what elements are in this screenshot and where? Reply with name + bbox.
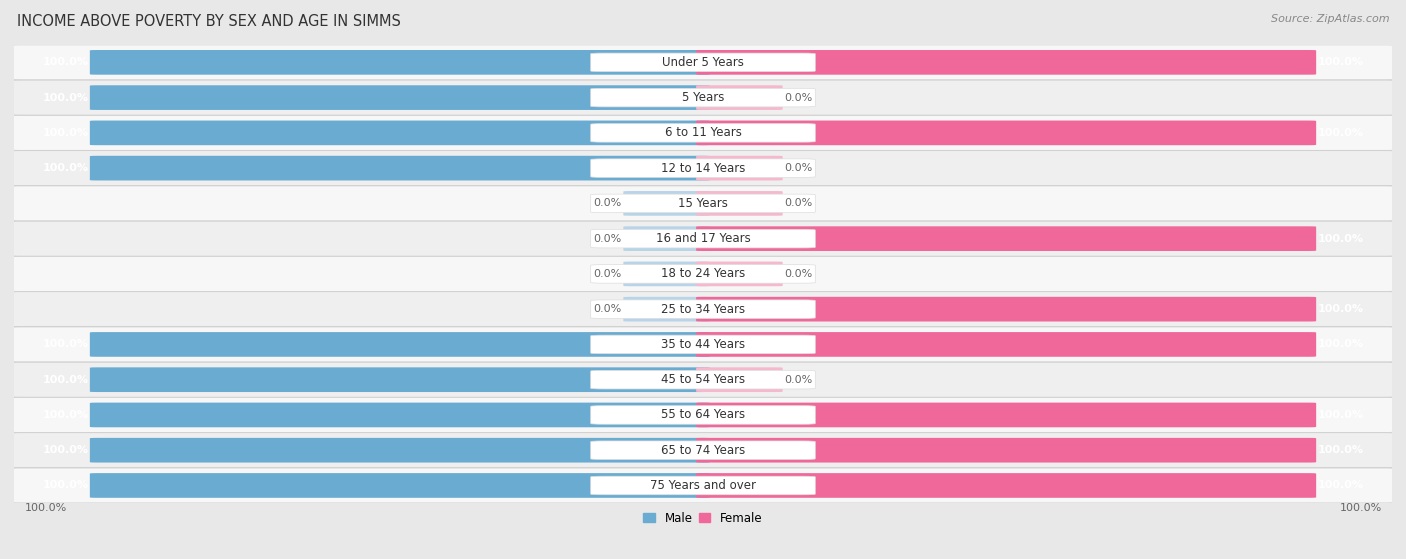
FancyBboxPatch shape [696,262,783,286]
Text: 75 Years and over: 75 Years and over [650,479,756,492]
FancyBboxPatch shape [11,257,1395,291]
FancyBboxPatch shape [90,156,710,181]
FancyBboxPatch shape [90,121,710,145]
Text: 100.0%: 100.0% [1340,503,1382,513]
FancyBboxPatch shape [591,264,815,283]
Text: 5 Years: 5 Years [682,91,724,104]
FancyBboxPatch shape [90,50,710,75]
Text: 100.0%: 100.0% [1317,445,1364,455]
Text: 65 to 74 Years: 65 to 74 Years [661,444,745,457]
FancyBboxPatch shape [11,186,1395,221]
Text: 100.0%: 100.0% [1317,58,1364,67]
FancyBboxPatch shape [11,433,1395,468]
FancyBboxPatch shape [591,476,815,495]
Text: INCOME ABOVE POVERTY BY SEX AND AGE IN SIMMS: INCOME ABOVE POVERTY BY SEX AND AGE IN S… [17,14,401,29]
FancyBboxPatch shape [623,297,710,321]
FancyBboxPatch shape [623,191,710,216]
Text: 16 and 17 Years: 16 and 17 Years [655,232,751,245]
Text: 0.0%: 0.0% [593,304,621,314]
FancyBboxPatch shape [696,402,1316,427]
Text: 100.0%: 100.0% [1317,481,1364,490]
Text: 100.0%: 100.0% [1317,234,1364,244]
FancyBboxPatch shape [90,438,710,462]
FancyBboxPatch shape [696,473,1316,498]
Text: 100.0%: 100.0% [1317,304,1364,314]
FancyBboxPatch shape [591,406,815,424]
FancyBboxPatch shape [591,159,815,177]
Text: 0.0%: 0.0% [593,234,621,244]
FancyBboxPatch shape [591,300,815,319]
Text: 100.0%: 100.0% [42,445,89,455]
Text: 100.0%: 100.0% [42,128,89,138]
FancyBboxPatch shape [90,402,710,427]
Text: 12 to 14 Years: 12 to 14 Years [661,162,745,174]
FancyBboxPatch shape [11,327,1395,362]
FancyBboxPatch shape [11,397,1395,433]
FancyBboxPatch shape [90,473,710,498]
FancyBboxPatch shape [11,221,1395,256]
Text: 0.0%: 0.0% [785,93,813,103]
Text: 25 to 34 Years: 25 to 34 Years [661,302,745,316]
FancyBboxPatch shape [11,45,1395,80]
Text: Under 5 Years: Under 5 Years [662,56,744,69]
Text: Source: ZipAtlas.com: Source: ZipAtlas.com [1271,14,1389,24]
Text: 100.0%: 100.0% [42,481,89,490]
Text: 35 to 44 Years: 35 to 44 Years [661,338,745,351]
Text: 0.0%: 0.0% [785,163,813,173]
FancyBboxPatch shape [696,86,783,110]
FancyBboxPatch shape [696,297,1316,321]
Text: 0.0%: 0.0% [785,375,813,385]
Text: 100.0%: 100.0% [1317,410,1364,420]
FancyBboxPatch shape [11,80,1395,115]
FancyBboxPatch shape [623,226,710,251]
FancyBboxPatch shape [11,151,1395,186]
FancyBboxPatch shape [696,332,1316,357]
FancyBboxPatch shape [696,226,1316,251]
FancyBboxPatch shape [591,441,815,459]
FancyBboxPatch shape [11,115,1395,150]
FancyBboxPatch shape [591,335,815,354]
FancyBboxPatch shape [623,262,710,286]
FancyBboxPatch shape [696,367,783,392]
FancyBboxPatch shape [11,292,1395,326]
FancyBboxPatch shape [90,367,710,392]
Text: 100.0%: 100.0% [1317,339,1364,349]
Legend: Male, Female: Male, Female [638,507,768,529]
FancyBboxPatch shape [90,332,710,357]
Text: 0.0%: 0.0% [593,269,621,279]
FancyBboxPatch shape [696,438,1316,462]
Text: 45 to 54 Years: 45 to 54 Years [661,373,745,386]
FancyBboxPatch shape [591,88,815,107]
Text: 0.0%: 0.0% [785,269,813,279]
Text: 100.0%: 100.0% [1317,128,1364,138]
FancyBboxPatch shape [696,50,1316,75]
Text: 100.0%: 100.0% [42,375,89,385]
FancyBboxPatch shape [591,229,815,248]
FancyBboxPatch shape [90,86,710,110]
Text: 0.0%: 0.0% [593,198,621,209]
FancyBboxPatch shape [591,53,815,72]
FancyBboxPatch shape [591,371,815,389]
Text: 15 Years: 15 Years [678,197,728,210]
FancyBboxPatch shape [696,191,783,216]
FancyBboxPatch shape [11,362,1395,397]
FancyBboxPatch shape [696,121,1316,145]
FancyBboxPatch shape [11,468,1395,503]
Text: 100.0%: 100.0% [42,410,89,420]
Text: 100.0%: 100.0% [42,339,89,349]
Text: 0.0%: 0.0% [785,198,813,209]
FancyBboxPatch shape [696,156,783,181]
FancyBboxPatch shape [591,124,815,142]
Text: 18 to 24 Years: 18 to 24 Years [661,267,745,281]
Text: 100.0%: 100.0% [42,58,89,67]
Text: 100.0%: 100.0% [24,503,66,513]
Text: 6 to 11 Years: 6 to 11 Years [665,126,741,139]
FancyBboxPatch shape [591,194,815,212]
Text: 100.0%: 100.0% [42,93,89,103]
Text: 100.0%: 100.0% [42,163,89,173]
Text: 55 to 64 Years: 55 to 64 Years [661,409,745,421]
